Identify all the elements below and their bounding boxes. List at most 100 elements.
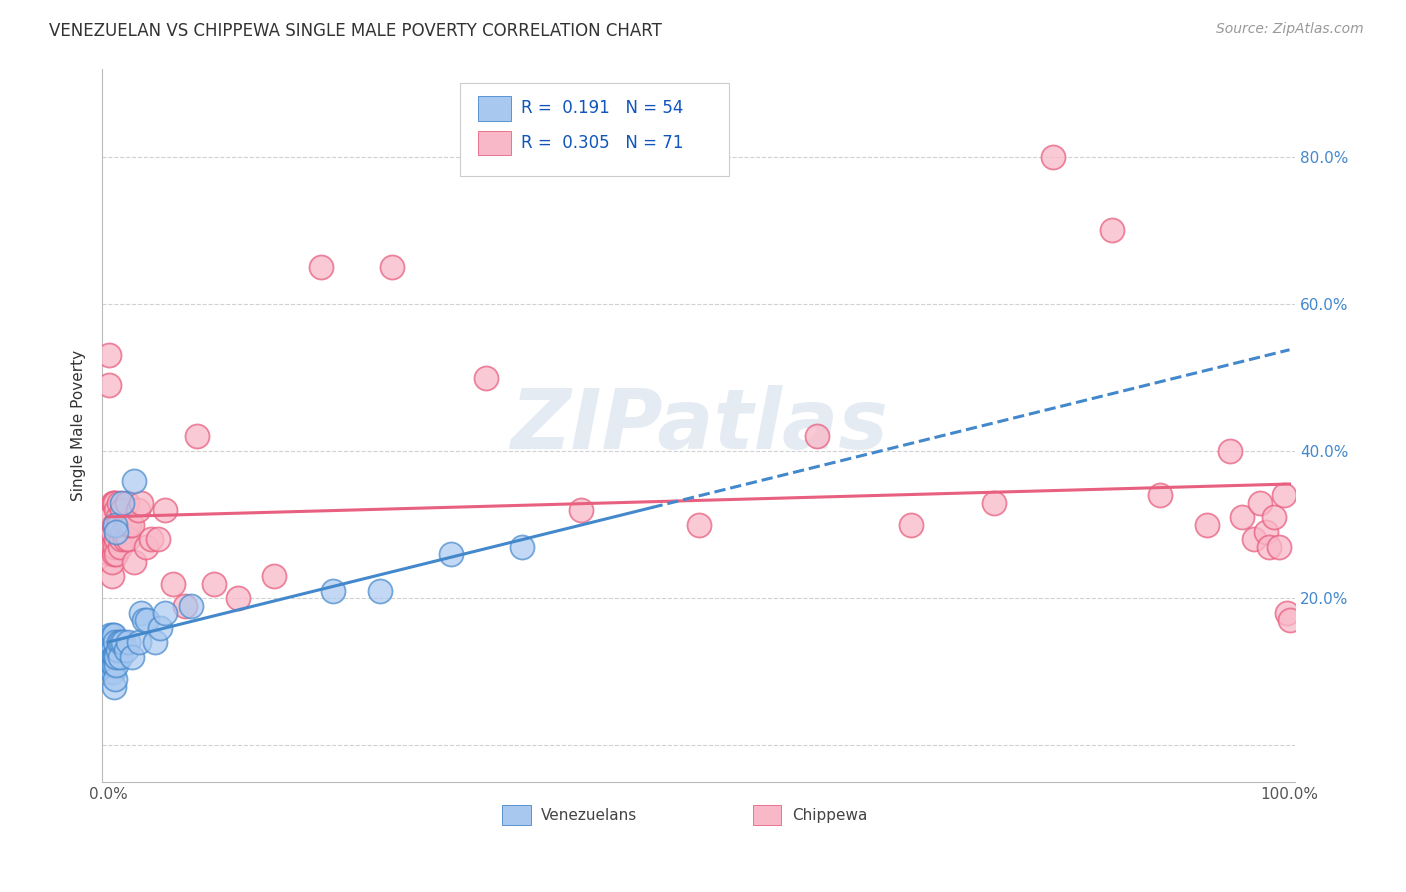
Point: [104, 635, 127, 649]
Point: [135, 540, 157, 554]
Point: [153, 503, 176, 517]
Point: [111, 496, 134, 510]
Point: [103, 650, 125, 665]
Point: [110, 533, 132, 547]
Point: [108, 650, 131, 665]
Point: [146, 533, 169, 547]
Point: [440, 547, 463, 561]
Point: [1254, 525, 1277, 540]
Point: [100, 635, 122, 649]
Point: [180, 599, 202, 613]
Point: [98, 642, 121, 657]
Point: [121, 517, 143, 532]
Point: [101, 540, 124, 554]
Point: [100, 650, 122, 665]
Point: [104, 672, 127, 686]
Point: [186, 429, 208, 443]
Point: [145, 635, 167, 649]
Point: [1219, 444, 1241, 458]
Point: [112, 525, 135, 540]
Point: [900, 517, 922, 532]
Point: [117, 635, 139, 649]
Point: [104, 650, 127, 665]
Point: [1232, 510, 1254, 524]
Point: [129, 606, 152, 620]
Text: Source: ZipAtlas.com: Source: ZipAtlas.com: [1216, 22, 1364, 37]
Point: [1278, 614, 1301, 628]
Point: [115, 517, 138, 532]
Point: [100, 642, 122, 657]
Point: [103, 517, 125, 532]
Text: R =  0.305   N = 71: R = 0.305 N = 71: [522, 134, 683, 152]
Point: [107, 517, 129, 532]
Point: [128, 635, 150, 649]
Text: Chippewa: Chippewa: [792, 807, 868, 822]
Text: Venezuelans: Venezuelans: [541, 807, 637, 822]
Point: [1149, 488, 1171, 502]
Point: [122, 474, 145, 488]
Point: [101, 657, 124, 672]
Text: VENEZUELAN VS CHIPPEWA SINGLE MALE POVERTY CORRELATION CHART: VENEZUELAN VS CHIPPEWA SINGLE MALE POVER…: [49, 22, 662, 40]
Point: [100, 642, 122, 657]
Point: [226, 591, 249, 606]
Point: [103, 680, 125, 694]
Point: [110, 635, 132, 649]
Point: [107, 642, 129, 657]
Point: [103, 628, 125, 642]
Point: [204, 576, 226, 591]
Point: [149, 621, 172, 635]
Point: [381, 260, 404, 275]
FancyBboxPatch shape: [752, 805, 782, 825]
Point: [101, 665, 124, 679]
Point: [105, 657, 128, 672]
Point: [101, 650, 124, 665]
Point: [174, 599, 197, 613]
Point: [100, 657, 122, 672]
Point: [806, 429, 828, 443]
Point: [1272, 488, 1295, 502]
Point: [139, 533, 162, 547]
Point: [100, 525, 122, 540]
Point: [101, 525, 124, 540]
Text: ZIPatlas: ZIPatlas: [510, 384, 887, 466]
FancyBboxPatch shape: [478, 96, 512, 120]
Y-axis label: Single Male Poverty: Single Male Poverty: [72, 350, 86, 501]
Point: [162, 576, 184, 591]
Point: [1268, 540, 1291, 554]
Point: [1101, 223, 1123, 237]
Point: [100, 533, 122, 547]
Point: [105, 547, 128, 561]
Point: [117, 533, 139, 547]
Point: [118, 517, 141, 532]
FancyBboxPatch shape: [460, 83, 728, 176]
Point: [101, 642, 124, 657]
Point: [100, 657, 122, 672]
Point: [153, 606, 176, 620]
Text: R =  0.191   N = 54: R = 0.191 N = 54: [522, 100, 683, 118]
Point: [107, 517, 129, 532]
Point: [100, 650, 122, 665]
Point: [107, 510, 129, 524]
Point: [100, 628, 122, 642]
Point: [104, 496, 127, 510]
Point: [510, 540, 533, 554]
Point: [105, 525, 128, 540]
Point: [100, 657, 122, 672]
Point: [101, 650, 124, 665]
Point: [112, 635, 135, 649]
Point: [100, 569, 122, 583]
Point: [1195, 517, 1218, 532]
FancyBboxPatch shape: [502, 805, 530, 825]
Point: [98, 650, 121, 665]
Point: [121, 650, 143, 665]
Point: [107, 496, 129, 510]
Point: [115, 496, 138, 510]
Point: [100, 540, 122, 554]
Point: [263, 569, 285, 583]
Point: [111, 503, 134, 517]
Point: [100, 547, 122, 561]
Point: [107, 635, 129, 649]
Point: [108, 540, 131, 554]
Point: [98, 650, 121, 665]
Point: [136, 614, 159, 628]
